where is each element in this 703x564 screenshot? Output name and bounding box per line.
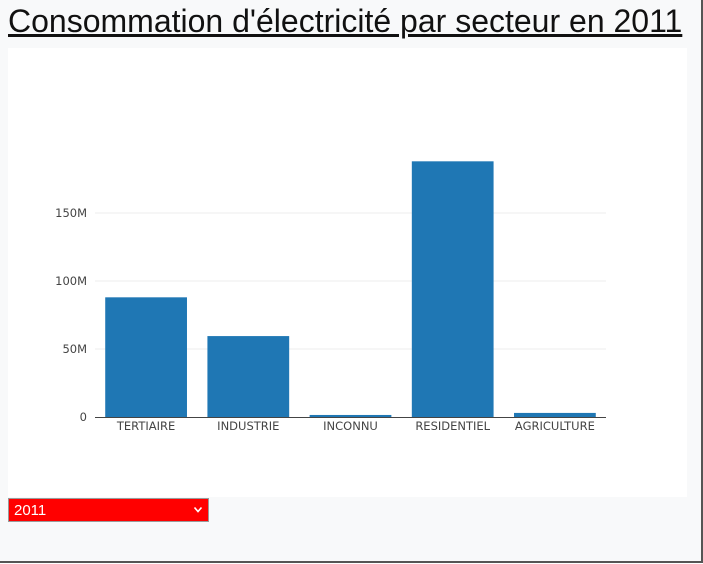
x-category-label: INDUSTRIE xyxy=(217,419,279,433)
x-category-label: AGRICULTURE xyxy=(515,419,595,433)
y-tick-label: 0 xyxy=(80,410,87,424)
bar-residentiel[interactable] xyxy=(411,161,494,417)
bar-inconnu[interactable] xyxy=(309,414,392,417)
year-select-value: 2011 xyxy=(14,502,47,519)
bars xyxy=(105,161,596,417)
y-tick-label: 150M xyxy=(55,206,87,220)
chevron-down-icon xyxy=(193,506,203,513)
x-category-label: RESIDENTIEL xyxy=(415,419,490,433)
bar-industrie[interactable] xyxy=(207,336,290,417)
y-tick-label: 50M xyxy=(62,342,87,356)
bar-chart-svg: 0 50M 100M 150M TERTIAIRE INDUSTRIE INCONNU RE… xyxy=(55,161,606,433)
y-tick-label: 100M xyxy=(55,274,87,288)
year-select[interactable]: 2011 xyxy=(8,498,209,522)
bar-agriculture[interactable] xyxy=(514,412,596,417)
x-category-label: INCONNU xyxy=(323,419,378,433)
x-axis-categories: TERTIAIRE INDUSTRIE INCONNU RESIDENTIEL AGRI… xyxy=(116,419,595,433)
bar-tertiaire[interactable] xyxy=(105,297,187,417)
y-axis-ticks: 0 50M 100M 150M xyxy=(55,206,87,424)
x-category-label: TERTIAIRE xyxy=(116,419,175,433)
page-title: Consommation d'électricité par secteur e… xyxy=(8,3,683,39)
bar-chart: 0 50M 100M 150M TERTIAIRE INDUSTRIE INCONNU RE… xyxy=(8,48,687,497)
